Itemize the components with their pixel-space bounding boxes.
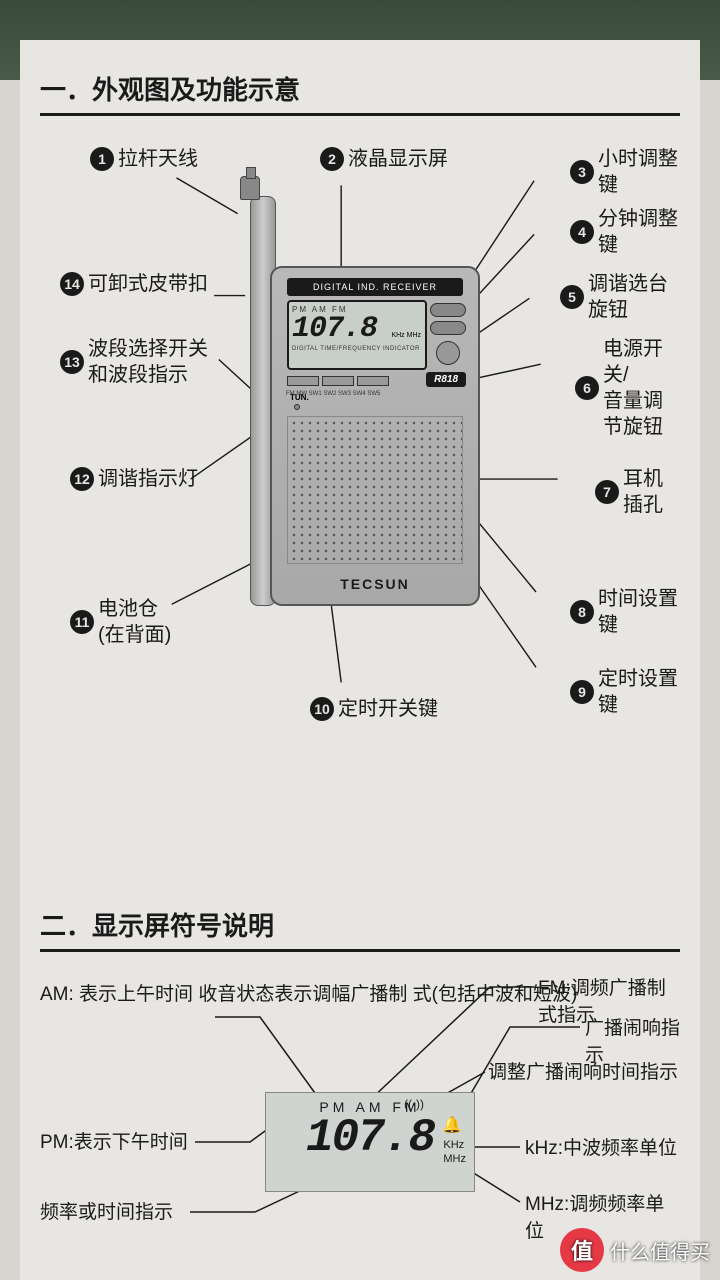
callout-number: 12 — [70, 467, 94, 491]
freq-time-explanation: 频率或时间指示 — [40, 1200, 173, 1227]
callout-label: 电池仓 (在背面) — [98, 596, 171, 648]
callout-10: 10定时开关键 — [310, 696, 438, 722]
callout-number: 2 — [320, 147, 344, 171]
side-button-group — [430, 303, 466, 367]
callout-label: 调谐选台旋钮 — [588, 271, 680, 323]
alarm-onoff-button[interactable] — [287, 376, 319, 386]
hour-button[interactable] — [430, 303, 466, 317]
band-switch-labels: FM MW SW1 SW2 SW3 SW4 SW5 — [286, 391, 380, 398]
adjust-explanation: 调整广播闹响时间指示 — [488, 1060, 678, 1087]
lcd-big-units: KHz MHz — [443, 1138, 466, 1167]
antenna-tip — [240, 176, 260, 200]
callout-number: 6 — [575, 376, 599, 400]
callout-9: 9定时设置键 — [570, 666, 680, 718]
lcd-subtitle: DIGITAL TIME/FREQUENCY INDICATOR — [292, 346, 422, 352]
display-explanation-area: AM: 表示上午时间 收音状态表示调幅广播制 式(包括中波和短波) PM:表示下… — [40, 972, 680, 1252]
callout-number: 5 — [560, 285, 584, 309]
callout-number: 4 — [570, 220, 594, 244]
callout-number: 10 — [310, 697, 334, 721]
model-badge: R818 — [426, 372, 466, 387]
callout-label: 耳机插孔 — [623, 466, 680, 518]
callout-6: 6电源开关/ 音量调节旋钮 — [575, 336, 680, 440]
watermark: 值 什么值得买 — [560, 1228, 710, 1272]
callout-5: 5调谐选台旋钮 — [560, 271, 680, 323]
diagram-area: DIGITAL IND. RECEIVER PM AM FM 107.8 KHz… — [40, 136, 680, 856]
lcd-mhz-label: MHz — [443, 1152, 466, 1166]
callout-13: 13波段选择开关 和波段指示 — [60, 336, 208, 388]
device-header-label: DIGITAL IND. RECEIVER — [287, 278, 463, 296]
callout-label: 波段选择开关 和波段指示 — [88, 336, 208, 388]
time-set-button[interactable] — [357, 376, 389, 386]
callout-label: 小时调整键 — [598, 146, 680, 198]
tuning-dial[interactable] — [436, 341, 460, 365]
section2-title: 二．显示屏符号说明 — [40, 906, 680, 952]
tuning-led — [294, 404, 300, 410]
brand-label: TECSUN — [272, 576, 478, 592]
callout-label: 拉杆天线 — [118, 146, 198, 172]
callout-14: 14可卸式皮带扣 — [60, 271, 208, 297]
callout-label: 可卸式皮带扣 — [88, 271, 208, 297]
minute-button[interactable] — [430, 321, 466, 335]
signal-icon: ((·)) — [404, 1097, 424, 1111]
alarm-set-button[interactable] — [322, 376, 354, 386]
callout-2: 2液晶显示屏 — [320, 146, 448, 172]
radio-device: DIGITAL IND. RECEIVER PM AM FM 107.8 KHz… — [270, 266, 480, 606]
manual-page: 一．外观图及功能示意 DIGITAL IND. RECEIVER PM AM F… — [20, 40, 700, 1280]
speaker-grille — [287, 416, 463, 564]
bell-icon: 🔔 — [442, 1115, 462, 1135]
callout-label: 时间设置键 — [598, 586, 680, 638]
callout-1: 1拉杆天线 — [90, 146, 198, 172]
callout-number: 3 — [570, 160, 594, 184]
callout-label: 调谐指示灯 — [98, 466, 198, 492]
pm-explanation: PM:表示下午时间 — [40, 1130, 188, 1157]
lcd-units: KHz MHz — [391, 332, 421, 340]
callout-number: 1 — [90, 147, 114, 171]
callout-7: 7耳机插孔 — [595, 466, 680, 518]
lcd-big-frequency: 107.8 — [272, 1115, 468, 1161]
callout-number: 13 — [60, 350, 84, 374]
callout-label: 分钟调整键 — [598, 206, 680, 258]
callout-8: 8时间设置键 — [570, 586, 680, 638]
callout-11: 11电池仓 (在背面) — [70, 596, 171, 648]
bottom-button-row — [287, 376, 389, 386]
callout-label: 电源开关/ 音量调节旋钮 — [603, 336, 680, 440]
khz-explanation: kHz:中波频率单位 — [525, 1136, 677, 1163]
lcd-khz-label: KHz — [443, 1138, 466, 1152]
watermark-icon: 值 — [560, 1228, 604, 1272]
section1-title: 一．外观图及功能示意 — [40, 70, 680, 116]
callout-number: 7 — [595, 480, 619, 504]
callout-number: 11 — [70, 610, 94, 634]
lcd-screen: PM AM FM 107.8 KHz MHz DIGITAL TIME/FREQ… — [287, 300, 427, 370]
callout-label: 液晶显示屏 — [348, 146, 448, 172]
callout-3: 3小时调整键 — [570, 146, 680, 198]
am-explanation: AM: 表示上午时间 收音状态表示调幅广播制 式(包括中波和短波) — [40, 982, 577, 1009]
callout-number: 8 — [570, 600, 594, 624]
callout-number: 9 — [570, 680, 594, 704]
callout-4: 4分钟调整键 — [570, 206, 680, 258]
callout-label: 定时设置键 — [598, 666, 680, 718]
callout-number: 14 — [60, 272, 84, 296]
lcd-enlarged: PM AM FM ((·)) 🔔 107.8 KHz MHz — [265, 1092, 475, 1192]
callout-label: 定时开关键 — [338, 696, 438, 722]
callout-12: 12调谐指示灯 — [70, 466, 198, 492]
watermark-text: 什么值得买 — [610, 1236, 710, 1265]
